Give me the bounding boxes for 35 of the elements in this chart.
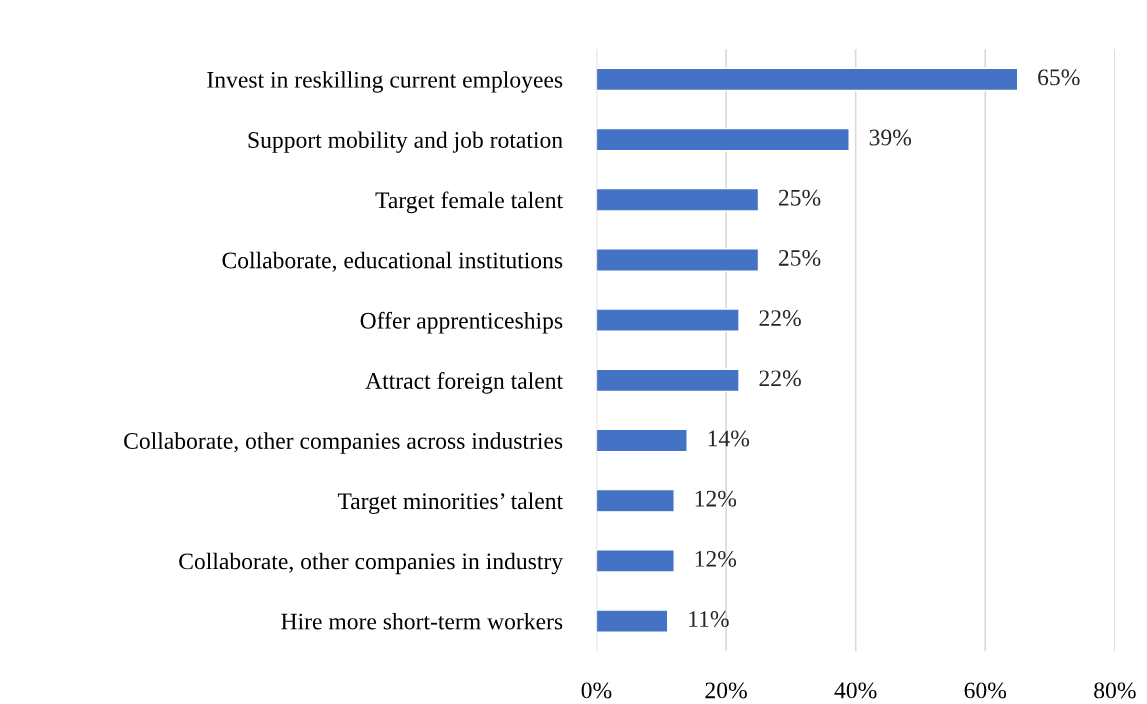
- y-tick-label: Target female talent: [375, 191, 563, 214]
- y-tick-label: Hire more short-term workers: [281, 612, 563, 630]
- y-tick-label: Attract foreign talent: [365, 372, 563, 394]
- data-label: 11%: [689, 611, 729, 628]
- y-tick-label: Collaborate, other companies across industries: [124, 432, 563, 454]
- x-tick-label: 80%: [1094, 682, 1136, 699]
- data-label: 65%: [1038, 69, 1080, 86]
- data-label: 22%: [759, 370, 801, 387]
- bar: [596, 488, 675, 513]
- y-tick-label: Collaborate, educational institutions: [222, 251, 563, 272]
- bar: [596, 67, 1019, 92]
- data-label: 14%: [708, 430, 750, 447]
- bar: [596, 428, 688, 453]
- x-tick-label: 0%: [581, 682, 612, 699]
- x-tick-label: 20%: [705, 682, 747, 699]
- bar: [596, 368, 740, 393]
- data-label: 12%: [695, 490, 737, 507]
- bar: [596, 609, 669, 633]
- data-label: 39%: [869, 129, 912, 146]
- x-tick-label: 60%: [964, 682, 1007, 699]
- y-tick-label: Invest in reskilling current employees: [207, 71, 563, 93]
- data-label: 12%: [695, 550, 737, 567]
- y-tick-label: Collaborate, other companies in industry: [179, 552, 564, 575]
- bar: [596, 187, 760, 212]
- bar: [596, 248, 760, 272]
- data-label: 25%: [778, 189, 821, 206]
- bar: [596, 127, 850, 152]
- y-tick-label: Target minorities’ talent: [337, 492, 563, 515]
- x-tick-label: 40%: [834, 682, 877, 699]
- y-tick-label: Support mobility and job rotation: [248, 131, 563, 153]
- data-label: 22%: [759, 310, 801, 327]
- bar: [596, 549, 675, 573]
- data-label: 25%: [778, 249, 821, 266]
- y-tick-label: Offer apprenticeships: [360, 311, 563, 334]
- bar: [596, 308, 740, 332]
